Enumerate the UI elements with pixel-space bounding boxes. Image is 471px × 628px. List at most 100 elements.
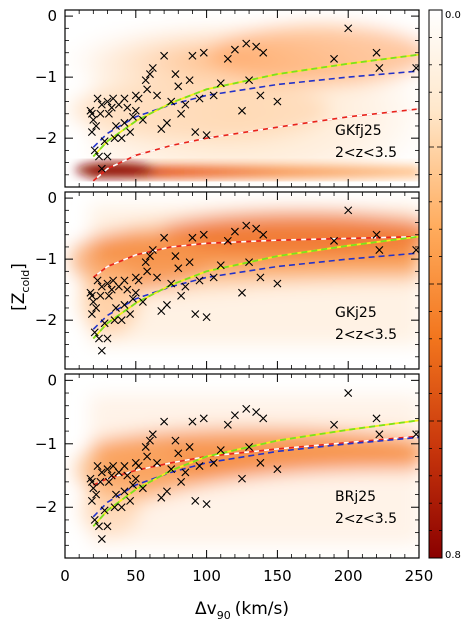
observed-marker [97, 468, 106, 477]
observed-marker [188, 233, 197, 242]
y-tick-label: −1 [35, 68, 57, 86]
observed-marker [177, 291, 186, 300]
panel-2-model-label: GKj25 [335, 305, 377, 321]
observed-marker [202, 500, 211, 509]
observed-marker [97, 164, 106, 173]
observed-marker [114, 468, 123, 477]
observed-marker [120, 462, 129, 470]
observed-marker [120, 276, 129, 285]
observed-marker [188, 417, 197, 426]
observed-marker [252, 408, 261, 417]
observed-marker [103, 97, 112, 106]
observed-marker [96, 477, 105, 486]
observed-marker [117, 134, 126, 143]
observed-marker [107, 103, 116, 112]
observed-marker [100, 506, 109, 515]
y-axis-title-main: [Z [9, 293, 29, 311]
observed-marker [252, 42, 261, 51]
observed-marker [162, 300, 171, 309]
observed-marker [167, 97, 176, 106]
panel-3-frame [64, 373, 420, 559]
y-axis-title-close: ] [9, 263, 29, 270]
observed-marker [128, 294, 137, 303]
colorbar: 0.0 0.8 [428, 9, 461, 561]
y-tick-label: −1 [35, 435, 57, 453]
observed-marker [199, 230, 208, 239]
panel-2-markers [86, 206, 419, 355]
observed-marker [185, 258, 194, 267]
observed-marker [199, 414, 208, 423]
observed-marker [103, 465, 112, 474]
panel-3-curves [92, 419, 419, 527]
y-tick-label: 0 [47, 189, 57, 207]
observed-marker [120, 118, 129, 127]
panel-2-frame [64, 191, 420, 370]
observed-marker [120, 94, 129, 103]
observed-marker [167, 465, 176, 474]
observed-marker [92, 303, 101, 312]
observed-marker [97, 346, 106, 355]
observed-marker [126, 310, 135, 319]
observed-marker [216, 79, 225, 88]
observed-marker [131, 91, 140, 100]
observed-marker [143, 85, 152, 94]
observed-marker [94, 522, 103, 531]
observed-marker [162, 118, 171, 127]
observed-marker [131, 288, 140, 297]
observed-marker [148, 63, 157, 72]
panel-1-curves [92, 53, 419, 182]
observed-marker [181, 468, 190, 477]
observed-marker [107, 285, 116, 294]
observed-marker [96, 291, 105, 300]
colorbar-ticks [429, 9, 442, 559]
observed-marker [148, 245, 157, 254]
panel-1-density [65, 10, 419, 187]
observed-marker [259, 48, 268, 57]
observed-marker [109, 462, 118, 470]
observed-marker [131, 106, 140, 115]
observed-marker [242, 39, 251, 48]
observed-marker [87, 128, 96, 137]
observed-marker [100, 319, 109, 328]
panel-3-density [65, 374, 419, 558]
observed-marker [256, 91, 265, 100]
observed-marker [103, 279, 112, 288]
observed-marker [160, 417, 169, 426]
observed-marker [103, 522, 112, 531]
panel-3-markers [86, 389, 419, 543]
panel-3-model-label: BRj25 [335, 489, 376, 505]
y-tick-label: −2 [35, 498, 57, 516]
observed-marker [110, 134, 119, 143]
observed-marker [259, 230, 268, 239]
blue-fit-curve [92, 70, 419, 148]
x-axis-title-main: Δv [195, 599, 217, 619]
observed-marker [153, 273, 162, 282]
observed-marker [104, 109, 113, 118]
panel-3-redshift-label: 2<z<3.5 [335, 511, 397, 527]
observed-marker [87, 310, 96, 319]
observed-marker [145, 70, 154, 79]
observed-marker [195, 94, 204, 103]
observed-marker [230, 411, 239, 420]
observed-marker [111, 121, 120, 130]
observed-marker [195, 276, 204, 285]
x-axis-title: Δv90 (km/s) [195, 599, 289, 622]
observed-marker [120, 300, 129, 309]
observed-marker [223, 420, 232, 429]
y-tick-label: 0 [47, 7, 57, 25]
axes: 0 −1 −2 0 −1 −2 0 −1 −2 0 50 100 150 200 250 [35, 7, 433, 585]
observed-marker [145, 436, 154, 445]
observed-marker [92, 490, 101, 499]
observed-marker [209, 458, 218, 467]
observed-marker [128, 112, 137, 121]
observed-marker [202, 313, 211, 322]
observed-marker [174, 264, 183, 273]
observed-marker [160, 233, 169, 242]
observed-marker [107, 471, 116, 480]
observed-marker [96, 109, 105, 118]
observed-marker [256, 273, 265, 282]
observed-marker [138, 484, 147, 493]
observed-marker [245, 442, 254, 451]
observed-marker [143, 267, 152, 276]
observed-marker [372, 230, 381, 239]
